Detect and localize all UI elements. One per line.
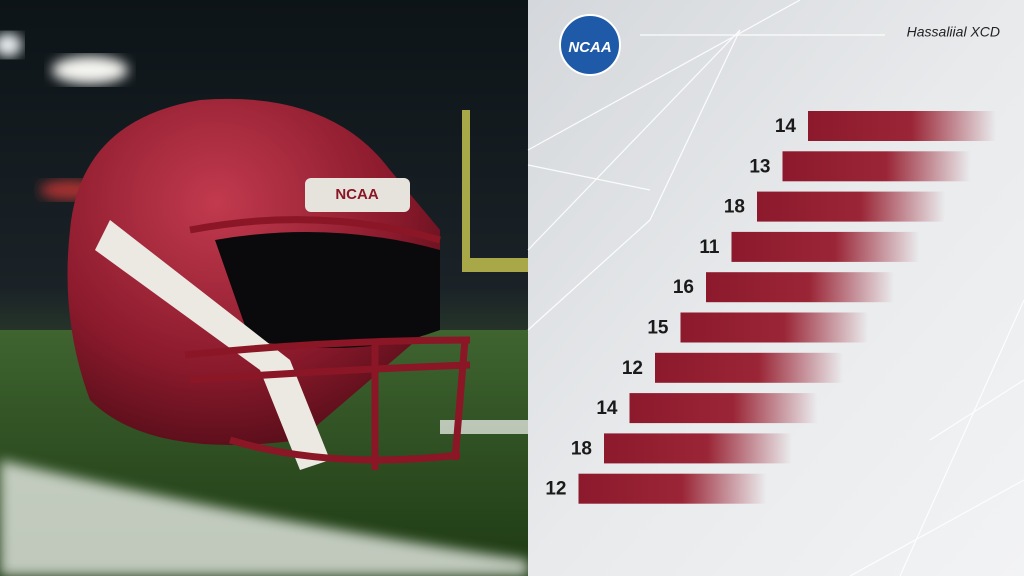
bar-label: 11 bbox=[699, 237, 720, 258]
bar bbox=[731, 231, 920, 262]
logo: NCAA bbox=[568, 39, 611, 56]
bar bbox=[808, 111, 996, 141]
bar-label: 14 bbox=[596, 398, 618, 419]
bar-label: 13 bbox=[749, 156, 770, 177]
bar-label: 15 bbox=[647, 318, 669, 339]
bar-label: 12 bbox=[545, 479, 566, 500]
bar bbox=[655, 352, 843, 383]
bar-label: 18 bbox=[724, 197, 745, 218]
helmet-badge: NCAA bbox=[335, 186, 378, 203]
bar-label: 12 bbox=[622, 358, 643, 379]
bar-label: 18 bbox=[571, 438, 592, 459]
bar bbox=[680, 312, 869, 343]
photo: NCAA bbox=[0, 0, 528, 576]
brand: Hassaliial XCD bbox=[907, 24, 1000, 40]
bar bbox=[629, 393, 818, 424]
bar bbox=[706, 272, 894, 303]
bar bbox=[782, 151, 971, 182]
bar-label: 16 bbox=[673, 277, 694, 298]
bar bbox=[578, 473, 767, 504]
bar bbox=[604, 433, 792, 464]
bar bbox=[757, 191, 945, 222]
bar-label: 14 bbox=[775, 116, 797, 137]
